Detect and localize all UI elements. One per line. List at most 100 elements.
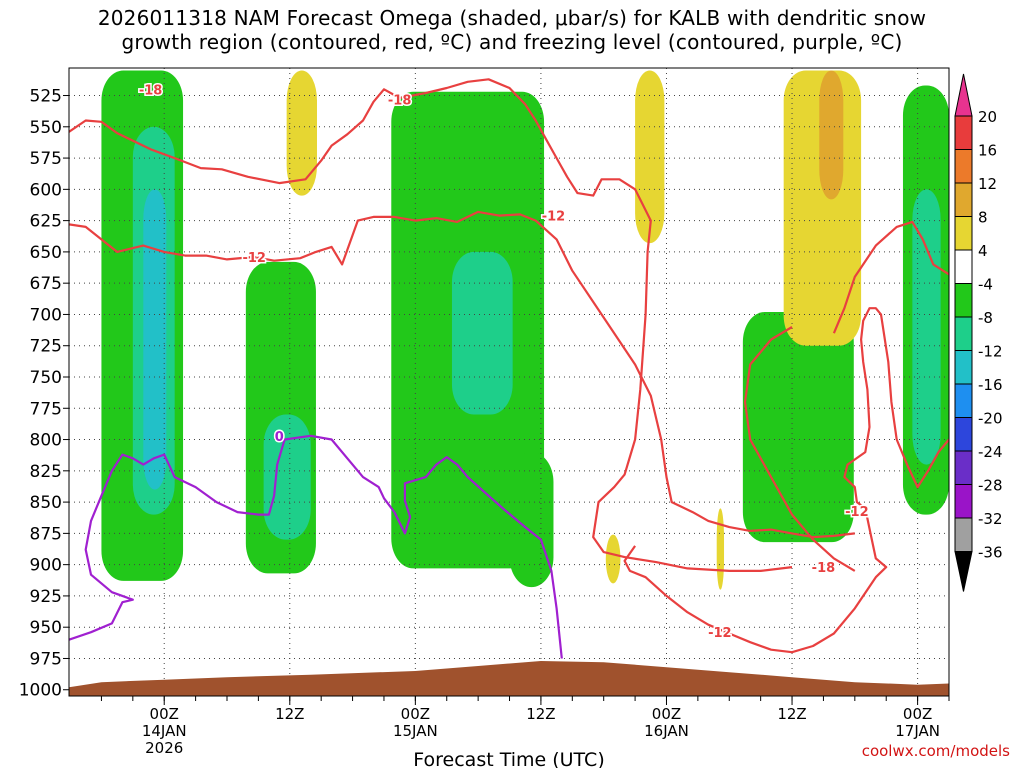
terrain-fill	[69, 661, 949, 696]
colorbar-label: -28	[978, 477, 1003, 495]
contour-label: 0	[275, 430, 284, 445]
colorbar-swatch	[954, 383, 973, 418]
omega-region-cyan	[143, 189, 167, 490]
chart-title: 2026011318 NAM Forecast Omega (shaded, μ…	[0, 6, 1024, 54]
x-tick-label-day: 17JAN	[895, 722, 940, 740]
y-tick-label: 950	[30, 618, 62, 638]
x-tick-label-time: 12Z	[275, 705, 304, 723]
chart-title-line1: 2026011318 NAM Forecast Omega (shaded, μ…	[97, 6, 927, 30]
colorbar-swatch	[954, 450, 973, 485]
y-tick-label: 775	[30, 399, 62, 419]
x-tick-label-day: 16JAN	[644, 722, 689, 740]
terrain	[69, 661, 949, 696]
colorbar-swatch	[954, 149, 973, 184]
y-tick-label: 725	[30, 337, 62, 357]
y-tick-label: 525	[30, 87, 62, 107]
contour-labels: -18 -18 -12 -12 -12 -18 -12 0	[137, 82, 870, 643]
omega-region-green	[742, 311, 854, 543]
colorbar-label: 16	[978, 142, 997, 160]
y-tick-label: 650	[30, 243, 62, 263]
y-tick-label: 850	[30, 493, 62, 513]
x-tick-label-time: 00Z	[652, 705, 681, 723]
colorbar-swatch	[954, 115, 973, 150]
colorbar-bottom-arrow	[954, 551, 973, 592]
watermark: coolwx.com/models	[861, 742, 1010, 760]
omega-region-yellow	[286, 70, 317, 196]
colorbar-label: -36	[978, 544, 1003, 562]
colorbar-label: 20	[978, 108, 997, 126]
contour-minus12-right	[743, 326, 856, 572]
omega-region-yellow	[635, 70, 665, 244]
contour-minus12-lower	[623, 307, 949, 654]
contour-zero	[69, 434, 563, 659]
chart-title-line2: growth region (contoured, red, ºC) and f…	[121, 30, 903, 54]
x-axis-label: Forecast Time (UTC)	[413, 749, 604, 768]
y-axis: 525 550 575 600 625 650 675 700 725 750 775 800 825 8…	[19, 87, 69, 701]
y-tick-label: 675	[30, 274, 62, 294]
plot-frame	[68, 67, 950, 697]
colorbar: 20 16 12 8 4 -4 -8 -12 -16 -20 -24 -28 -32 -36	[954, 73, 1003, 592]
y-tick-label: 875	[30, 524, 62, 544]
colorbar-swatch	[954, 216, 973, 251]
contour-label: -18	[139, 83, 163, 98]
y-tick-label: 900	[30, 556, 62, 576]
contour-label: -18	[388, 93, 412, 108]
x-tick-label-day: 14JAN	[142, 722, 187, 740]
omega-region-yellow	[605, 534, 621, 584]
omega-region-green	[509, 452, 554, 588]
colorbar-label: 12	[978, 175, 997, 193]
colorbar-label: -12	[978, 343, 1003, 361]
omega-region-teal	[451, 251, 513, 415]
colorbar-top-arrow	[954, 73, 973, 117]
colorbar-swatch	[954, 182, 973, 217]
colorbar-label: -32	[978, 510, 1003, 528]
x-tick-label-day: 15JAN	[393, 722, 438, 740]
y-tick-label: 925	[30, 587, 62, 607]
y-tick-label: 575	[30, 149, 62, 169]
y-tick-label: 550	[30, 118, 62, 138]
y-tick-label: 750	[30, 368, 62, 388]
colorbar-label: -20	[978, 410, 1003, 428]
omega-region-orange	[819, 70, 844, 200]
colorbar-label: -4	[978, 276, 993, 294]
x-tick-label-time: 00Z	[150, 705, 179, 723]
y-tick-label: 600	[30, 180, 62, 200]
y-tick-label: 625	[30, 212, 62, 232]
colorbar-swatch	[954, 517, 973, 552]
contour-label: -12	[542, 210, 566, 225]
x-tick-label-time: 00Z	[401, 705, 430, 723]
omega-region-yellow	[716, 508, 725, 590]
y-tick-label: 700	[30, 305, 62, 325]
contour-label: -12	[845, 505, 869, 520]
omega-region-teal	[912, 189, 941, 465]
contours	[69, 78, 949, 659]
colorbar-label: 8	[978, 209, 988, 227]
x-tick-label-time: 00Z	[903, 705, 932, 723]
contour-label: -18	[812, 561, 836, 576]
colorbar-label: -24	[978, 443, 1003, 461]
y-tick-label: 1000	[19, 681, 62, 701]
colorbar-swatch	[954, 350, 973, 385]
x-tick-label-time: 12Z	[777, 705, 806, 723]
y-tick-label: 975	[30, 649, 62, 669]
colorbar-label: 4	[978, 242, 988, 260]
y-tick-label: 825	[30, 462, 62, 482]
contour-minus12-left	[69, 210, 855, 539]
colorbar-swatch	[954, 316, 973, 351]
colorbar-swatch	[954, 484, 973, 519]
x-tick-label-year: 2026	[145, 739, 183, 757]
gridlines	[69, 68, 949, 696]
colorbar-swatch	[954, 283, 973, 318]
contour-minus18-upper	[69, 78, 793, 572]
omega-shading	[101, 70, 949, 590]
omega-region-teal	[263, 414, 311, 540]
contour-label: -12	[708, 626, 732, 641]
x-tick-label-time: 12Z	[526, 705, 555, 723]
contour-minus12-upper-right	[832, 220, 949, 334]
colorbar-label: -16	[978, 376, 1003, 394]
contour-label: -12	[242, 251, 266, 266]
colorbar-label: -8	[978, 309, 993, 327]
y-tick-label: 800	[30, 431, 62, 451]
